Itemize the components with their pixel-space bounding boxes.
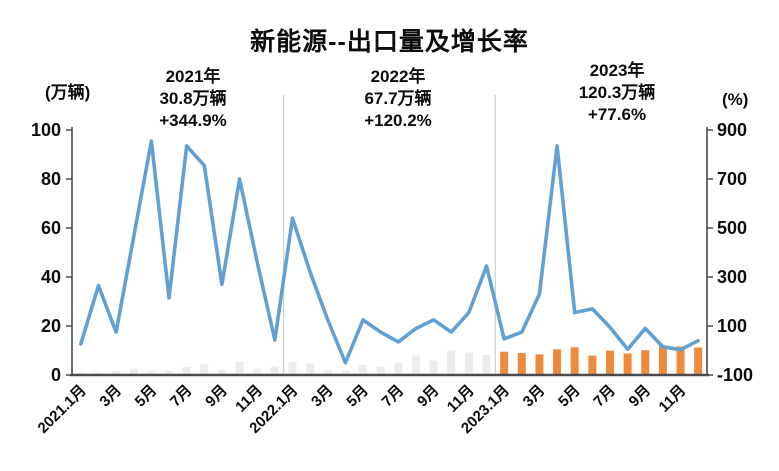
export-volume-bar [429, 360, 438, 375]
right-axis-tick-label: -100 [717, 365, 753, 385]
x-axis-label: 11月 [656, 382, 690, 416]
x-axis-label: 5月 [555, 382, 584, 411]
left-axis-tick-label: 40 [41, 267, 61, 287]
export-volume-bar [112, 371, 121, 375]
right-axis-tick-label: 900 [717, 120, 747, 140]
export-volume-bar [482, 355, 491, 375]
right-axis-unit-label: (%) [722, 90, 749, 109]
export-volume-bar [200, 364, 209, 375]
export-volume-bar [182, 366, 191, 375]
export-volume-bar [570, 347, 579, 375]
x-axis-label: 7月 [379, 382, 408, 411]
export-volume-bar [376, 366, 385, 375]
annotation-2021: 2021年 30.8万辆 +344.9% [159, 66, 227, 132]
export-volume-bar [394, 362, 403, 375]
export-volume-bar [235, 361, 244, 375]
annotation-2021-volume: 30.8万辆 [159, 89, 227, 108]
export-volume-bar [641, 350, 650, 375]
annotation-2023-volume: 120.3万辆 [578, 83, 656, 102]
annotation-2022-growth: +120.2% [364, 111, 432, 130]
export-volume-bar [623, 353, 632, 375]
right-axis-tick-label: 100 [717, 316, 747, 336]
x-axis-label: 3月 [520, 382, 549, 411]
growth-rate-line [79, 139, 700, 365]
export-volume-bar [323, 370, 332, 375]
export-volume-bar [658, 345, 667, 375]
annotation-2022-volume: 67.7万辆 [364, 89, 432, 108]
right-axis-tick-label: 700 [717, 169, 747, 189]
annotation-2023: 2023年 120.3万辆 +77.6% [579, 60, 656, 126]
right-axis-tick-label: 300 [717, 267, 747, 287]
x-axis-label: 7月 [590, 382, 619, 411]
x-axis-label: 9月 [626, 382, 655, 411]
annotation-2023-year: 2023年 [589, 61, 645, 80]
export-volume-bar [270, 366, 279, 375]
x-axis-label: 7月 [167, 382, 196, 411]
export-volume-bar [217, 369, 226, 375]
export-volume-bar [306, 363, 315, 375]
export-volume-bar [165, 371, 174, 375]
export-volume-bar [517, 352, 526, 375]
export-volume-bar [535, 354, 544, 375]
export-volume-bar [447, 350, 456, 375]
export-volume-bar [500, 351, 509, 375]
export-volume-bar [253, 368, 262, 375]
export-volume-bar [411, 355, 420, 375]
x-axis-label: 2021.1月 [35, 382, 90, 437]
export-volume-bar [694, 347, 703, 375]
x-axis-label: 3月 [96, 382, 125, 411]
annotation-2022-year: 2022年 [370, 67, 426, 86]
export-volume-bar [359, 364, 368, 375]
annotation-2021-year: 2021年 [165, 67, 221, 86]
annotation-2021-growth: +344.9% [159, 111, 227, 130]
export-volume-bar [588, 355, 597, 375]
left-axis-unit-label: (万辆) [45, 83, 91, 102]
export-volume-bar [341, 370, 350, 375]
x-axis-label: 9月 [202, 382, 231, 411]
x-axis-label: 3月 [308, 382, 337, 411]
export-volume-bar [288, 361, 297, 375]
export-volume-bar [605, 350, 614, 375]
annotation-2023-growth: +77.6% [587, 105, 647, 124]
export-volume-bar [147, 371, 156, 375]
x-axis-label: 5月 [132, 382, 161, 411]
export-volume-bar [464, 352, 473, 375]
right-axis-tick-label: 500 [717, 218, 747, 238]
left-axis-tick-label: 100 [31, 120, 61, 140]
export-volume-bar [129, 368, 138, 375]
annotation-2022: 2022年 67.7万辆 +120.2% [364, 66, 432, 132]
x-axis-label: 9月 [414, 382, 443, 411]
x-axis-label: 5月 [343, 382, 372, 411]
chart-title: 新能源--出口量及增长率 [250, 28, 529, 56]
left-axis-tick-label: 60 [41, 218, 61, 238]
export-volume-bar [676, 346, 685, 375]
left-axis-tick-label: 20 [41, 316, 61, 336]
export-volume-bar [553, 349, 562, 375]
left-axis-tick-label: 80 [41, 169, 61, 189]
left-axis-tick-label: 0 [51, 365, 61, 385]
export-volume-bar [94, 372, 103, 375]
